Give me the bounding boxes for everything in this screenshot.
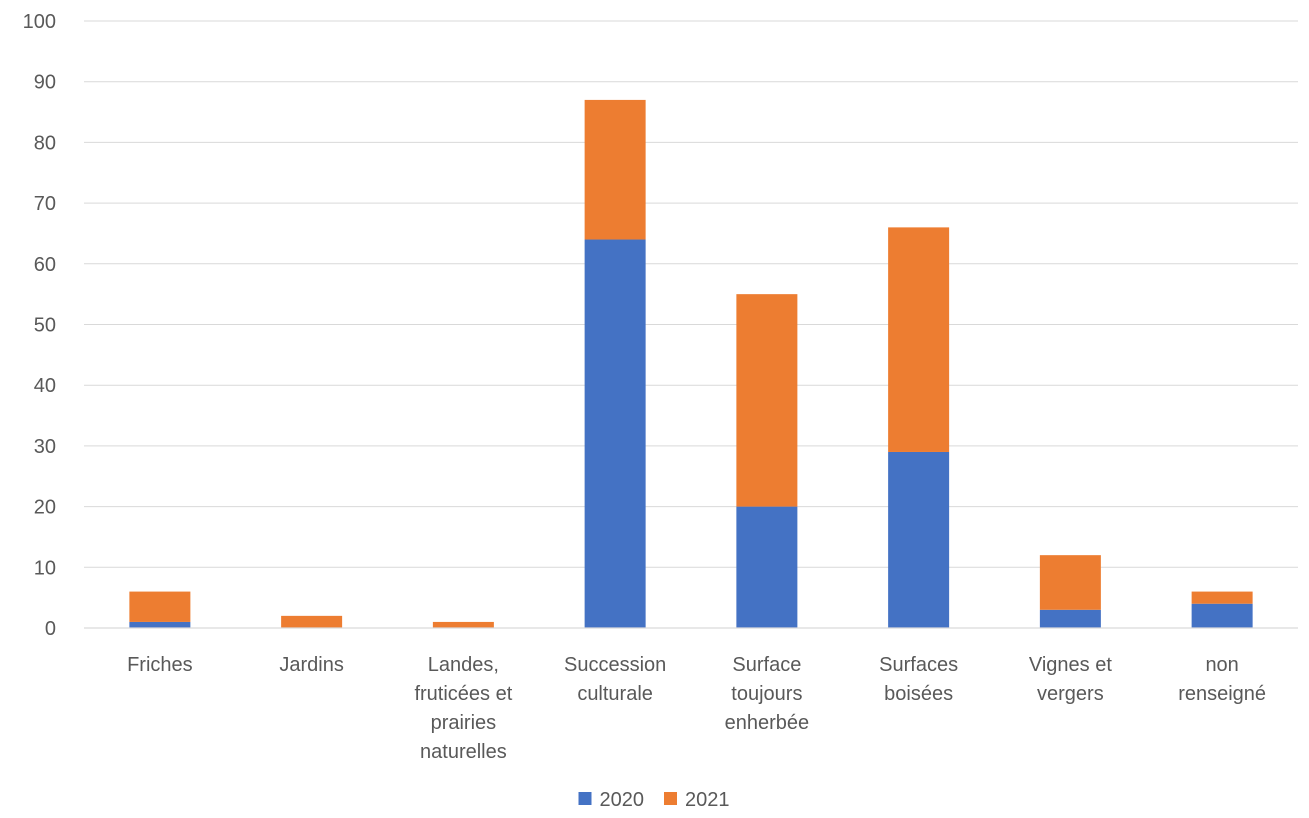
y-tick-label: 40 bbox=[34, 375, 56, 397]
legend-swatch-2021 bbox=[664, 792, 677, 805]
x-tick-label-line: renseigné bbox=[1178, 683, 1266, 705]
x-tick-label: non renseigné bbox=[1178, 654, 1266, 705]
bar-2021-4 bbox=[736, 294, 798, 507]
category-labels: Friches Jardins Landes, fruticées et prairie… bbox=[127, 654, 1266, 763]
bar-2021-5 bbox=[888, 227, 950, 452]
bar-2021-2 bbox=[432, 621, 494, 628]
gridlines bbox=[84, 20, 1298, 568]
x-tick-label-line: prairies bbox=[431, 712, 497, 734]
bar-2021-6 bbox=[1039, 555, 1101, 610]
legend-label-2020: 2020 bbox=[600, 789, 645, 811]
x-tick-label-line: Landes, bbox=[428, 654, 499, 676]
y-tick-label: 60 bbox=[34, 254, 56, 276]
x-tick-label: Surfaces boisées bbox=[879, 654, 958, 705]
legend-swatch-2020 bbox=[578, 792, 592, 805]
x-tick-label-line: enherbée bbox=[725, 712, 810, 734]
bar-2021-3 bbox=[584, 99, 646, 240]
x-tick-label: Succession culturale bbox=[564, 654, 666, 705]
bars bbox=[129, 99, 1253, 628]
x-tick-label-line: non bbox=[1205, 654, 1238, 676]
bar-2020-3 bbox=[584, 239, 646, 628]
legend: 2020 2021 bbox=[578, 789, 730, 811]
bar-2021-7 bbox=[1191, 591, 1253, 604]
x-tick-label-line: naturelles bbox=[420, 741, 507, 763]
x-tick-label: Friches bbox=[127, 654, 193, 676]
x-tick-label-line: fruticées et bbox=[414, 683, 512, 705]
bar-2020-7 bbox=[1191, 603, 1253, 628]
x-tick-label-line: Surface bbox=[732, 654, 801, 676]
bar-2021-0 bbox=[129, 591, 191, 622]
bar-2020-4 bbox=[736, 506, 798, 628]
y-tick-label: 50 bbox=[34, 315, 56, 337]
y-tick-label: 100 bbox=[23, 11, 56, 33]
x-tick-label-line: Vignes et bbox=[1029, 654, 1112, 676]
x-tick-label: Surface toujours enherbée bbox=[725, 654, 810, 734]
y-tick-label: 80 bbox=[34, 132, 56, 154]
bar-2020-0 bbox=[129, 621, 191, 628]
bar-2020-5 bbox=[888, 451, 950, 628]
y-tick-label: 20 bbox=[34, 497, 56, 519]
x-tick-label: Vignes et vergers bbox=[1029, 654, 1112, 705]
y-tick-label: 30 bbox=[34, 436, 56, 458]
x-tick-label-line: culturale bbox=[577, 683, 653, 705]
y-axis-ticks: 0 10 20 30 40 50 60 70 80 90 100 bbox=[23, 11, 56, 640]
x-tick-label-line: Succession bbox=[564, 654, 666, 676]
bar-2021-1 bbox=[281, 615, 343, 628]
y-tick-label: 70 bbox=[34, 193, 56, 215]
x-tick-label-line: boisées bbox=[884, 683, 953, 705]
y-tick-label: 0 bbox=[45, 618, 56, 640]
bar-2020-6 bbox=[1039, 609, 1101, 628]
x-tick-label-line: Surfaces bbox=[879, 654, 958, 676]
x-tick-label: Jardins bbox=[279, 654, 343, 676]
x-tick-label-line: vergers bbox=[1037, 683, 1104, 705]
x-tick-label-line: Jardins bbox=[279, 654, 343, 676]
x-tick-label-line: Friches bbox=[127, 654, 193, 676]
x-tick-label-line: toujours bbox=[731, 683, 802, 705]
y-tick-label: 90 bbox=[34, 72, 56, 94]
x-tick-label: Landes, fruticées et prairies naturelles bbox=[414, 654, 512, 763]
legend-label-2021: 2021 bbox=[685, 789, 730, 811]
y-tick-label: 10 bbox=[34, 557, 56, 579]
